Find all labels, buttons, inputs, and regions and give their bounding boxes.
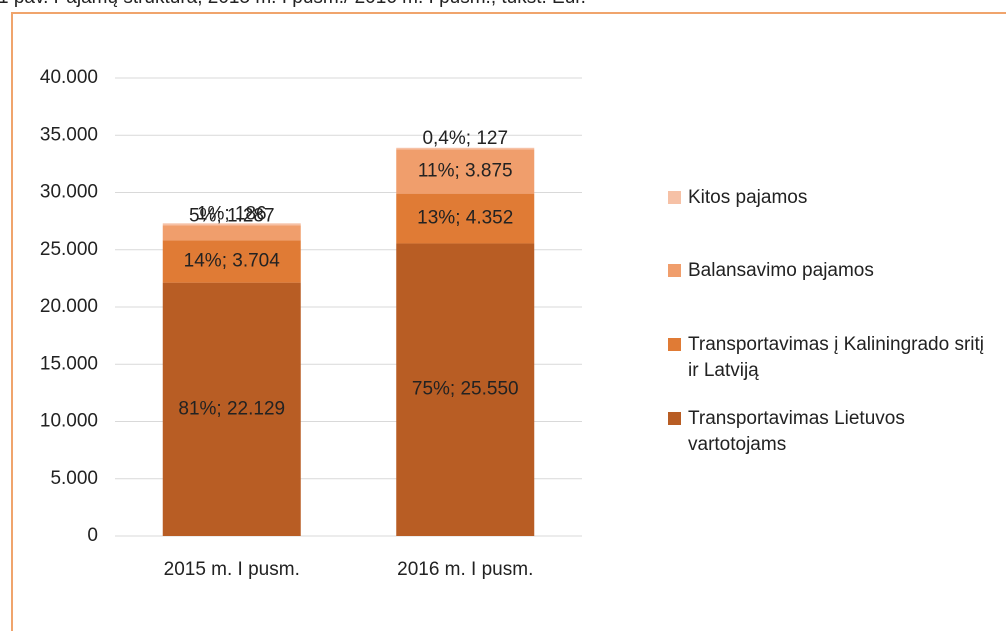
- legend-label: Balansavimo pajamos: [688, 260, 874, 281]
- bar-segment: [162, 282, 301, 536]
- y-tick-label: 15.000: [40, 353, 98, 374]
- legend-label: Transportavimas į Kaliningrado sritį ir …: [688, 334, 985, 381]
- legend-swatch: [668, 338, 681, 351]
- legend-item: Kitos pajamos: [668, 185, 988, 211]
- value-label: 14%; 3.704: [184, 250, 281, 271]
- y-tick-label: 35.000: [40, 124, 98, 145]
- y-tick-label: 5.000: [50, 468, 98, 489]
- bar-segment: [162, 240, 301, 283]
- y-tick-label: 0: [87, 525, 98, 546]
- legend-item: Transportavimas į Kaliningrado sritį ir …: [668, 332, 988, 384]
- bar-segment: [396, 147, 535, 150]
- legend-swatch: [668, 191, 681, 204]
- legend-label: Kitos pajamos: [688, 187, 808, 208]
- value-label: 0,4%; 127: [422, 128, 508, 149]
- value-label: 5%; 1.287: [189, 205, 275, 226]
- chart-title: 1 pav. Pajamų struktūra, 2015 m. I pusm.…: [0, 0, 586, 8]
- legend-swatch: [668, 412, 681, 425]
- value-label: 13%; 4.352: [417, 208, 513, 229]
- legend-item: Transportavimas Lietuvos vartotojams: [668, 406, 988, 458]
- y-tick-label: 40.000: [40, 67, 98, 88]
- y-tick-label: 10.000: [40, 411, 98, 432]
- legend-label: Transportavimas Lietuvos vartotojams: [688, 408, 905, 455]
- y-tick-label: 25.000: [40, 239, 98, 260]
- value-label: 81%; 22.129: [178, 398, 285, 419]
- bar-segment: [162, 225, 301, 241]
- y-tick-label: 30.000: [40, 182, 98, 203]
- x-tick-label: 2016 m. I pusm.: [397, 559, 533, 580]
- bar-segment: [162, 223, 301, 226]
- value-label: 11%; 3.875: [418, 160, 513, 181]
- value-label: 75%; 25.550: [412, 379, 519, 400]
- legend-swatch: [668, 264, 681, 277]
- value-label: 1%; 186: [197, 203, 267, 224]
- bar-segment: [396, 193, 535, 244]
- legend-item: Balansavimo pajamos: [668, 258, 988, 284]
- frame: [11, 12, 1006, 631]
- x-tick-label: 2015 m. I pusm.: [164, 559, 300, 580]
- bar-segment: [396, 149, 535, 194]
- bar-segment: [396, 243, 535, 536]
- y-tick-label: 20.000: [40, 296, 98, 317]
